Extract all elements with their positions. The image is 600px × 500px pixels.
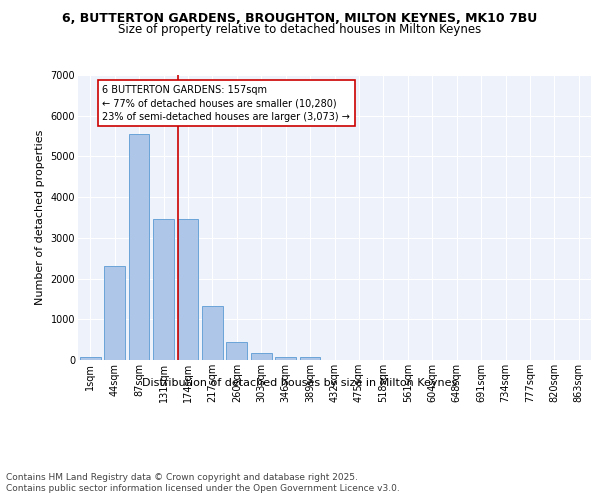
Y-axis label: Number of detached properties: Number of detached properties bbox=[35, 130, 45, 305]
Text: Distribution of detached houses by size in Milton Keynes: Distribution of detached houses by size … bbox=[142, 378, 458, 388]
Bar bbox=[202, 306, 223, 360]
Bar bbox=[275, 357, 296, 360]
Bar bbox=[226, 342, 247, 360]
Bar bbox=[153, 219, 174, 360]
Bar bbox=[251, 354, 272, 360]
Bar bbox=[104, 266, 125, 360]
Text: Contains public sector information licensed under the Open Government Licence v3: Contains public sector information licen… bbox=[6, 484, 400, 493]
Bar bbox=[299, 357, 320, 360]
Text: Size of property relative to detached houses in Milton Keynes: Size of property relative to detached ho… bbox=[118, 22, 482, 36]
Text: 6, BUTTERTON GARDENS, BROUGHTON, MILTON KEYNES, MK10 7BU: 6, BUTTERTON GARDENS, BROUGHTON, MILTON … bbox=[62, 12, 538, 26]
Bar bbox=[80, 357, 101, 360]
Text: 6 BUTTERTON GARDENS: 157sqm
← 77% of detached houses are smaller (10,280)
23% of: 6 BUTTERTON GARDENS: 157sqm ← 77% of det… bbox=[103, 85, 350, 122]
Bar bbox=[128, 134, 149, 360]
Text: Contains HM Land Registry data © Crown copyright and database right 2025.: Contains HM Land Registry data © Crown c… bbox=[6, 472, 358, 482]
Bar bbox=[178, 219, 199, 360]
